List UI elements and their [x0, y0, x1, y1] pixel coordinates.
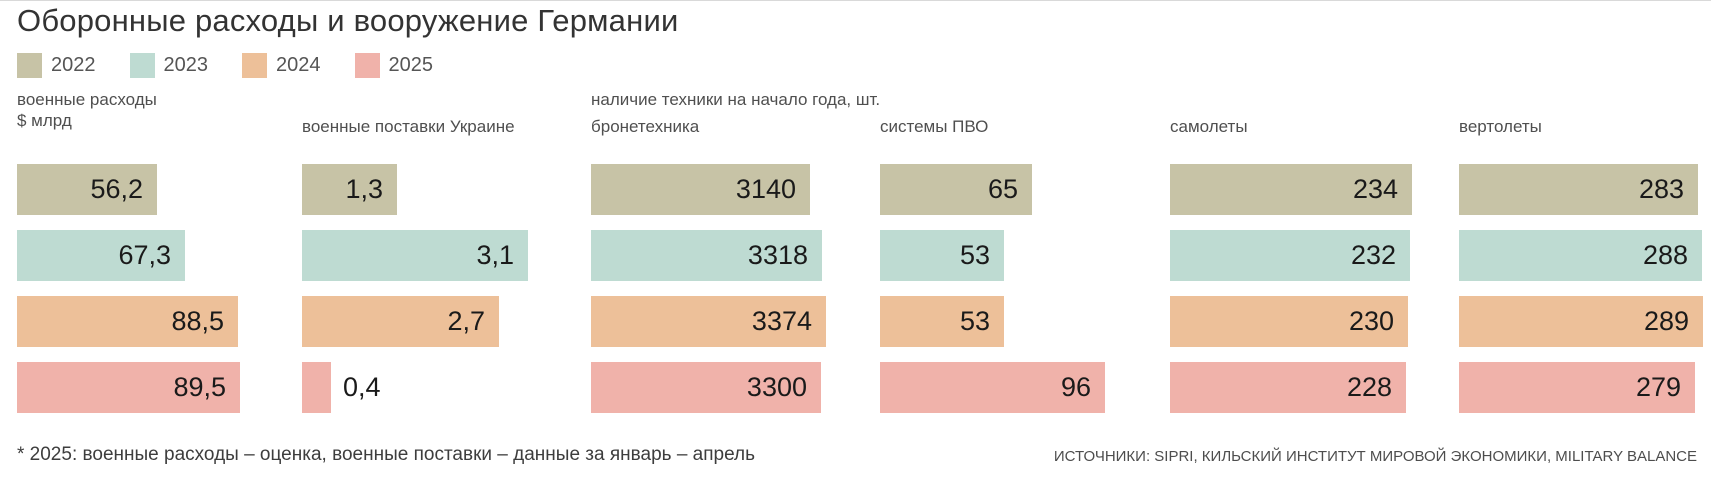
bar-value-air-defense-systems-2023: 53	[959, 240, 990, 270]
bar-value-aircraft-2022: 234	[1352, 174, 1398, 204]
group-label-helicopters: вертолеты	[1459, 117, 1542, 136]
section-header-spending: военные расходы $ млрд	[17, 89, 157, 131]
bar-value-helicopters-2025: 279	[1635, 372, 1681, 402]
bar-air-defense-systems-2023: 53	[880, 230, 1004, 281]
bar-aircraft-2023: 232	[1170, 230, 1410, 281]
bar-air-defense-systems-2022: 65	[880, 164, 1032, 215]
group-label-supplies-to-ukraine: военные поставки Украине	[302, 117, 515, 136]
legend-swatch-2025	[354, 53, 380, 78]
legend: 2022 2023 2024 2025	[17, 53, 433, 78]
section-header-equipment: наличие техники на начало года, шт.	[591, 90, 881, 109]
group-label-aircraft: самолеты	[1170, 117, 1248, 136]
page-title: Оборонные расходы и вооружение Германии	[17, 3, 679, 38]
bar-military-spending-2025: 89,5	[17, 362, 240, 413]
bar-value-armored-vehicles-2023: 3318	[747, 240, 808, 270]
bar-value-air-defense-systems-2024: 53	[959, 306, 990, 336]
bar-value-aircraft-2025: 228	[1346, 372, 1392, 402]
bar-value-armored-vehicles-2024: 3374	[751, 306, 812, 336]
bar-military-spending-2023: 67,3	[17, 230, 185, 281]
footnote: * 2025: военные расходы – оценка, военны…	[17, 444, 756, 465]
bar-aircraft-2024: 230	[1170, 296, 1408, 347]
bar-armored-vehicles-2023: 3318	[591, 230, 822, 281]
bar-supplies-to-ukraine-2022: 1,3	[302, 164, 397, 215]
legend-label-2024: 2024	[276, 54, 321, 76]
legend-item-2025: 2025	[354, 53, 434, 78]
legend-swatch-2024	[242, 53, 267, 78]
bar-value-military-spending-2022: 56,2	[90, 174, 143, 204]
bar-value-helicopters-2023: 288	[1642, 240, 1688, 270]
legend-item-2024: 2024	[242, 53, 321, 78]
bar-value-military-spending-2025: 89,5	[173, 372, 226, 402]
group-label-armored-vehicles: бронетехника	[591, 117, 700, 136]
bar-value-aircraft-2024: 230	[1348, 306, 1394, 336]
bar-value-helicopters-2024: 289	[1643, 306, 1689, 336]
bar-armored-vehicles-2025: 3300	[591, 362, 821, 413]
bar-armored-vehicles-2022: 3140	[591, 164, 810, 215]
bar-value-military-spending-2024: 88,5	[171, 306, 224, 336]
bar-aircraft-2025: 228	[1170, 362, 1406, 413]
legend-label-2023: 2023	[163, 54, 209, 76]
bar-value-military-spending-2023: 67,3	[118, 240, 171, 270]
bar-supplies-to-ukraine-2025: 0,4	[302, 362, 381, 413]
bar-armored-vehicles-2024: 3374	[591, 296, 826, 347]
group-label-air-defense-systems: системы ПВО	[880, 117, 989, 136]
bar-value-supplies-to-ukraine-2025: 0,4	[343, 372, 381, 402]
bar-military-spending-2024: 88,5	[17, 296, 238, 347]
bar-value-air-defense-systems-2022: 65	[987, 174, 1018, 204]
bar-supplies-to-ukraine-2024: 2,7	[302, 296, 499, 347]
bar-value-supplies-to-ukraine-2023: 3,1	[476, 240, 514, 270]
bar-value-armored-vehicles-2025: 3300	[746, 372, 807, 402]
legend-item-2023: 2023	[129, 53, 209, 78]
bar-value-supplies-to-ukraine-2022: 1,3	[345, 174, 383, 204]
bar-air-defense-systems-2024: 53	[880, 296, 1004, 347]
bar-helicopters-2023: 288	[1459, 230, 1702, 281]
bar-helicopters-2024: 289	[1459, 296, 1703, 347]
section-header-spending-line2: $ млрд	[17, 111, 72, 130]
bar-supplies-to-ukraine-2023: 3,1	[302, 230, 528, 281]
legend-swatch-2022	[17, 53, 42, 78]
bar-aircraft-2022: 234	[1170, 164, 1412, 215]
bar-value-air-defense-systems-2025: 96	[1060, 372, 1091, 402]
bar-air-defense-systems-2025: 96	[880, 362, 1105, 413]
bar-military-spending-2022: 56,2	[17, 164, 157, 215]
bar-helicopters-2025: 279	[1459, 362, 1695, 413]
bar-value-aircraft-2023: 232	[1350, 240, 1396, 270]
legend-item-2022: 2022	[17, 53, 96, 78]
legend-label-2025: 2025	[388, 54, 434, 76]
legend-label-2022: 2022	[51, 54, 96, 76]
sources: ИСТОЧНИКИ: SIPRI, КИЛЬСКИЙ ИНСТИТУТ МИРО…	[1053, 448, 1697, 465]
legend-swatch-2023	[129, 53, 155, 78]
bar-helicopters-2022: 283	[1459, 164, 1698, 215]
bar-value-helicopters-2022: 283	[1638, 174, 1684, 204]
section-header-spending-line1: военные расходы	[17, 90, 157, 109]
bar-value-supplies-to-ukraine-2024: 2,7	[447, 306, 485, 336]
bar-value-armored-vehicles-2022: 3140	[735, 174, 796, 204]
